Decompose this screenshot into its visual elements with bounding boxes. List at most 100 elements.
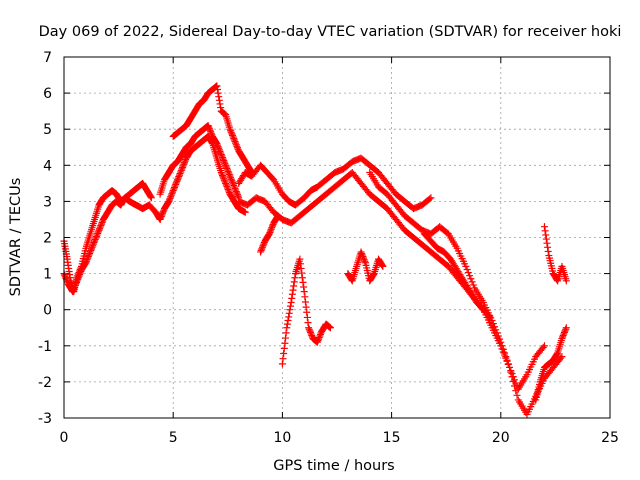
data-point: [233, 142, 241, 150]
data-point: [228, 177, 236, 185]
data-point: [170, 185, 178, 193]
data-point: [494, 332, 502, 340]
data-point: [76, 271, 84, 279]
data-point: [97, 220, 105, 228]
data-point: [176, 170, 184, 178]
data-point: [216, 100, 224, 108]
data-point: [223, 184, 231, 192]
data-point: [485, 312, 493, 320]
data-point: [308, 331, 316, 339]
y-tick-label: 5: [43, 122, 52, 138]
data-point: [174, 176, 182, 184]
data-point: [222, 181, 230, 189]
data-point: [297, 264, 305, 272]
data-point: [306, 327, 314, 335]
data-point: [497, 338, 505, 346]
data-point: [268, 224, 276, 232]
series-track-14: [532, 324, 570, 404]
data-point: [175, 171, 183, 179]
data-point: [218, 172, 226, 180]
data-point: [370, 271, 378, 279]
data-point: [169, 188, 177, 196]
data-point: [287, 302, 295, 310]
data-point: [223, 182, 231, 190]
data-point: [170, 183, 178, 191]
series-track-8: [366, 169, 566, 418]
data-point: [544, 243, 552, 251]
data-point: [221, 178, 229, 186]
data-point: [93, 231, 101, 239]
data-point: [486, 313, 494, 321]
data-point: [214, 89, 222, 97]
data-point: [553, 350, 561, 358]
data-point: [233, 191, 241, 199]
data-point: [280, 344, 288, 352]
data-point: [220, 175, 228, 183]
data-point: [279, 355, 287, 363]
data-point: [205, 125, 213, 133]
x-tick-label: 0: [60, 430, 69, 446]
data-point: [232, 186, 240, 194]
data-point: [179, 162, 187, 170]
data-point: [73, 277, 81, 285]
data-point: [230, 134, 238, 142]
data-point: [357, 248, 365, 256]
data-point: [95, 226, 103, 234]
data-point: [220, 157, 228, 165]
data-point: [316, 330, 324, 338]
data-point: [206, 126, 214, 134]
data-point: [208, 139, 216, 147]
data-point: [228, 178, 236, 186]
data-point: [305, 324, 313, 332]
data-point: [316, 332, 324, 340]
data-point: [159, 208, 167, 216]
data-point: [544, 247, 552, 255]
y-tick-label: 0: [43, 303, 52, 319]
data-point: [462, 262, 470, 270]
data-point: [233, 189, 241, 197]
data-point: [288, 290, 296, 298]
data-point: [543, 239, 551, 247]
data-point: [228, 131, 236, 139]
data-point: [234, 192, 242, 200]
data-point: [466, 272, 474, 280]
data-point: [539, 343, 547, 351]
data-point: [63, 277, 71, 285]
data-point: [94, 229, 102, 237]
data-point: [226, 125, 234, 133]
chart-title: Day 069 of 2022, Sidereal Day-to-day VTE…: [39, 24, 622, 40]
data-point: [509, 377, 517, 385]
data-point: [306, 328, 314, 336]
data-point: [94, 228, 102, 236]
data-point: [298, 274, 306, 282]
data-point: [172, 179, 180, 187]
data-point: [558, 335, 566, 343]
y-tick-label: 1: [43, 267, 52, 283]
data-point: [285, 313, 293, 321]
data-point: [157, 214, 165, 222]
data-point: [223, 164, 231, 172]
data-point: [96, 225, 104, 233]
data-point: [267, 227, 275, 235]
data-point: [71, 283, 79, 291]
grid: [64, 57, 610, 418]
data-point: [257, 246, 265, 254]
data-point: [562, 277, 570, 285]
data-point: [508, 373, 516, 381]
data-point: [87, 246, 95, 254]
data-point: [258, 243, 266, 251]
data-point: [360, 256, 368, 264]
data-point: [147, 193, 155, 201]
data-point: [296, 260, 304, 268]
y-tick-label: -1: [38, 339, 52, 355]
data-point: [173, 177, 181, 185]
data-point: [227, 175, 235, 183]
data-point: [314, 337, 322, 345]
data-point: [265, 230, 273, 238]
data-point: [90, 239, 98, 247]
data-point: [224, 167, 232, 175]
data-point: [215, 93, 223, 101]
x-tick-label: 25: [601, 430, 619, 446]
data-point: [290, 282, 298, 290]
y-tick-labels: -3 -2 -1 0 1 2 3 4 5 6 7: [38, 50, 52, 427]
